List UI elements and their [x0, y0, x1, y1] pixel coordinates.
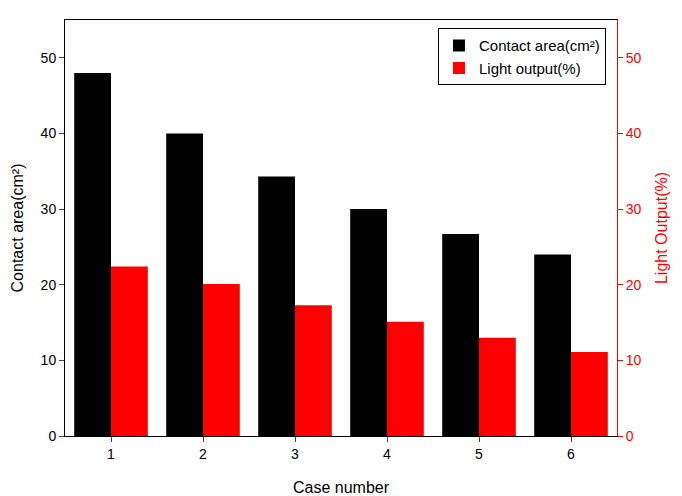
svg-text:40: 40 [626, 125, 642, 141]
svg-text:10: 10 [41, 352, 57, 368]
svg-text:0: 0 [48, 428, 56, 444]
svg-text:Case number: Case number [293, 479, 390, 496]
svg-text:0: 0 [626, 428, 634, 444]
svg-text:5: 5 [475, 446, 483, 462]
svg-text:50: 50 [41, 50, 57, 66]
svg-text:30: 30 [41, 201, 57, 217]
svg-text:30: 30 [626, 201, 642, 217]
svg-text:1: 1 [107, 446, 115, 462]
svg-text:6: 6 [567, 446, 575, 462]
svg-text:4: 4 [383, 446, 391, 462]
svg-text:40: 40 [41, 125, 57, 141]
svg-text:50: 50 [626, 50, 642, 66]
svg-text:2: 2 [199, 446, 207, 462]
svg-text:Light Output(%): Light Output(%) [653, 172, 670, 284]
svg-text:20: 20 [41, 277, 57, 293]
svg-text:Contact area(cm²): Contact area(cm²) [479, 37, 600, 54]
svg-text:3: 3 [291, 446, 299, 462]
svg-text:Light output(%): Light output(%) [479, 60, 581, 77]
svg-text:Contact area(cm²): Contact area(cm²) [9, 164, 26, 293]
svg-text:10: 10 [626, 352, 642, 368]
svg-text:20: 20 [626, 277, 642, 293]
